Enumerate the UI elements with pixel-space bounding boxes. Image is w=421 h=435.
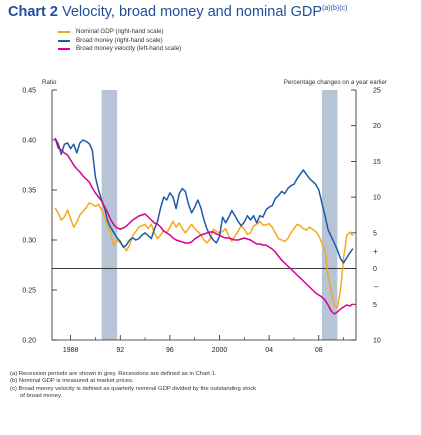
left-tick-label: 0.40 — [22, 138, 36, 145]
x-tick-label: 96 — [166, 347, 174, 354]
right-tick-label: 15 — [373, 159, 381, 166]
right-axis-plus-sign: + — [373, 247, 378, 256]
footnotes: (a) Recession periods are shown in grey.… — [10, 371, 410, 400]
left-tick-label: 0.35 — [22, 188, 36, 195]
left-tick-label: 0.25 — [22, 288, 36, 295]
right-tick-label: 25 — [373, 88, 381, 95]
footnote-c-continued: of broad money. — [20, 392, 63, 399]
series-line-velocity — [54, 137, 354, 315]
legend-label-nominal-gdp: Nominal GDP (right-hand scale) — [76, 28, 164, 35]
x-tick-label: 04 — [265, 347, 273, 354]
x-tick-label: 08 — [315, 347, 323, 354]
legend-label-velocity: Broad money velocity (left-hand scale) — [76, 45, 182, 53]
right-tick-label: 10 — [373, 338, 381, 345]
chart-number: Chart 2 — [8, 4, 58, 20]
footnote-b: (b) Nominal GDP is measured at market pr… — [10, 378, 134, 385]
legend-item-broad-money: Broad money (right-hand scale) — [58, 37, 181, 46]
left-tick-label: 0.20 — [22, 338, 36, 345]
right-tick-label: 5 — [373, 302, 377, 309]
legend-swatch-broad-money — [58, 39, 70, 42]
x-tick-label: 2000 — [212, 347, 228, 354]
x-tick-label: 92 — [116, 347, 124, 354]
right-tick-label: 5 — [373, 230, 377, 237]
right-axis-minus-sign: – — [374, 282, 379, 291]
series-line-nominal-gdp — [54, 202, 354, 309]
left-tick-label: 0.45 — [22, 88, 36, 95]
legend-swatch-nominal-gdp — [58, 31, 70, 34]
right-tick-label: 10 — [373, 195, 381, 202]
right-tick-label: 20 — [373, 123, 381, 130]
left-tick-label: 0.30 — [22, 238, 36, 245]
legend-label-broad-money: Broad money (right-hand scale) — [76, 36, 163, 44]
legend-item-velocity: Broad money velocity (left-hand scale) — [58, 45, 181, 54]
series-line-broad-money — [54, 138, 354, 264]
legend: Nominal GDP (right-hand scale) Broad mon… — [58, 28, 181, 54]
footnote-a: (a) Recession periods are shown in grey.… — [10, 371, 217, 377]
chart-title-text: Velocity, broad money and nominal GDP — [62, 4, 323, 20]
chart-title: Chart 2 Velocity, broad money and nomina… — [8, 4, 347, 20]
right-axis-title: Percentage changes on a year earlier — [283, 79, 387, 86]
legend-item-nominal-gdp: Nominal GDP (right-hand scale) — [58, 28, 181, 37]
x-tick-label: 1988 — [63, 347, 79, 354]
footnote-c: (c) Broad money velocity is defined as q… — [10, 385, 257, 392]
right-tick-label: 0 — [373, 266, 377, 273]
legend-swatch-velocity — [58, 48, 70, 51]
left-axis-title: Ratio — [42, 79, 57, 86]
recession-band-2 — [321, 90, 338, 340]
chart-title-footnote-marks: (a)(b)(c) — [322, 5, 348, 13]
